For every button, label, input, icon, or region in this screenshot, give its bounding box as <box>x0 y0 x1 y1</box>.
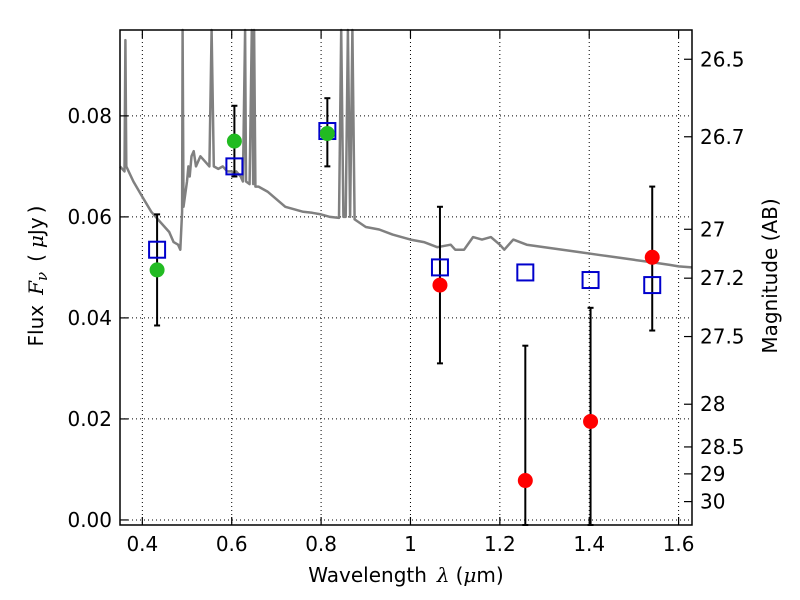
red-data-point <box>644 249 660 265</box>
red-data-point <box>432 277 448 293</box>
y-axis-subscript: ν <box>33 272 51 281</box>
x-tick-label: 1.4 <box>573 532 605 556</box>
y2-tick-label: 27.2 <box>700 266 745 290</box>
y2-axis-title: Magnitude (AB) <box>758 198 782 353</box>
plot-border <box>119 29 693 526</box>
y2-tick-label: 27 <box>700 217 725 241</box>
y2-tick-label: 26.5 <box>700 47 745 71</box>
y-tick-label: 0.04 <box>67 306 112 330</box>
model-square-marker <box>581 271 600 290</box>
y2-tick-label: 27.5 <box>700 325 745 349</box>
error-bars <box>154 97 656 526</box>
model-square-marker <box>430 258 449 277</box>
y-axis-unit: Jy <box>24 217 48 237</box>
y-axis-label: Flux <box>24 305 48 347</box>
x-tick-label: 0.4 <box>126 532 158 556</box>
y-tick-label: 0.00 <box>67 508 112 532</box>
plot-frame <box>119 29 693 526</box>
red-data-point <box>583 413 599 429</box>
y-axis-title: FluxFν(μJy) <box>24 206 51 347</box>
x-axis-label: Wavelength <box>308 563 427 587</box>
y-axis-unit-prefix: μ <box>24 235 48 248</box>
grid <box>120 30 692 525</box>
model-spectrum-line <box>119 28 693 269</box>
x-axis-unit: m <box>476 563 495 587</box>
y2-tick-label: 29 <box>700 462 725 486</box>
green-data-point <box>149 262 165 278</box>
red-data-point <box>517 473 533 489</box>
y2-tick-label: 26.7 <box>700 125 745 149</box>
y-tick-label: 0.08 <box>67 104 112 128</box>
x-axis-unit-prefix: μ <box>463 563 476 587</box>
model-square-marker <box>225 157 244 176</box>
x-axis-symbol: λ <box>436 563 450 587</box>
y-tick-label: 0.06 <box>67 205 112 229</box>
x-tick-label: 0.6 <box>216 532 248 556</box>
green-data-point <box>226 133 242 149</box>
y2-tick-label: 28.5 <box>700 435 745 459</box>
tick-labels: 0.4 0.6 0.8 1 1.2 1.4 1.6 0.00 0.02 0.04 0.06 0.08 2… <box>67 47 744 556</box>
y-tick-label: 0.02 <box>67 407 112 431</box>
model-square-marker <box>148 240 167 259</box>
x-tick-label: 1.2 <box>484 532 516 556</box>
model-square-marker <box>643 276 662 295</box>
y-axis-symbol: F <box>24 280 48 296</box>
x-axis-title: Wavelength λ (μm) <box>308 563 503 587</box>
data-points <box>148 122 662 489</box>
x-tick-label: 1.6 <box>663 532 695 556</box>
x-tick-label: 0.8 <box>305 532 337 556</box>
green-data-point <box>319 126 335 142</box>
model-spectrum <box>119 28 693 269</box>
model-square-marker <box>516 263 535 282</box>
y2-tick-label: 30 <box>700 490 725 514</box>
x-tick-label: 1 <box>404 532 417 556</box>
y2-tick-label: 28 <box>700 392 725 416</box>
